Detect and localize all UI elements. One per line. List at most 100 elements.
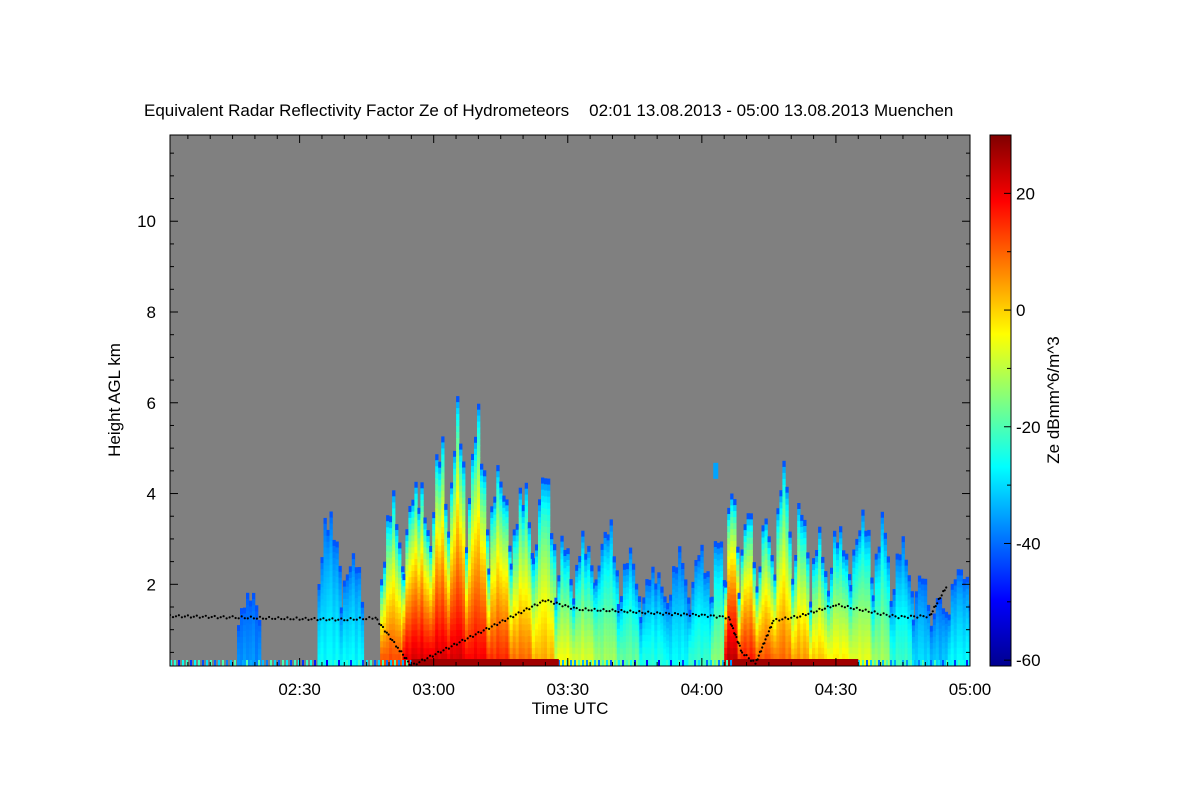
ground-clutter-cell: [178, 660, 180, 666]
echo-cell: [432, 541, 436, 549]
echo-cell: [914, 628, 919, 636]
echo-cell: [773, 641, 777, 649]
echo-cell: [435, 587, 439, 594]
echo-cell: [581, 571, 585, 579]
echo-cell: [935, 616, 940, 624]
echo-cell: [505, 648, 509, 655]
cloud-base-point: [656, 611, 659, 614]
echo-cell: [877, 564, 881, 572]
echo-cell: [462, 635, 466, 643]
echo-cell: [684, 653, 688, 661]
echo-cell: [815, 617, 819, 624]
echo-cell: [557, 611, 561, 619]
echo-cell: [459, 539, 463, 547]
cloud-base-point: [812, 611, 816, 614]
echo-cell: [563, 598, 567, 606]
echo-cell: [395, 541, 399, 549]
echo-cell: [797, 533, 801, 540]
echo-cell: [800, 520, 804, 528]
echo-cell: [852, 616, 856, 624]
cloud-base-point: [426, 657, 429, 660]
echo-cell: [351, 636, 356, 643]
ground-clutter-cell: [918, 660, 920, 666]
echo-cell: [512, 529, 516, 536]
echo-cell: [518, 541, 522, 548]
echo-cell: [953, 641, 957, 648]
echo-cell: [864, 636, 868, 644]
echo-cell: [392, 635, 396, 643]
echo-cell: [733, 540, 737, 548]
echo-cell: [713, 606, 718, 613]
echo-cell: [345, 635, 350, 643]
echo-cell: [342, 653, 347, 661]
echo-cell: [438, 575, 442, 583]
echo-cell: [880, 571, 884, 578]
echo-cell: [788, 562, 792, 569]
echo-cell: [402, 629, 406, 636]
echo-cell: [518, 499, 522, 507]
cloud-base-point: [739, 649, 743, 652]
echo-cell: [432, 518, 436, 525]
echo-cell: [550, 599, 554, 607]
echo-cell: [389, 534, 393, 541]
echo-cell: [864, 542, 868, 549]
echo-cell: [818, 635, 822, 643]
echo-cell: [538, 654, 542, 661]
echo-cell: [414, 505, 418, 512]
echo-cell: [849, 603, 853, 611]
echo-cell: [429, 594, 433, 601]
echo-cell: [794, 566, 798, 574]
echo-cell: [532, 558, 536, 565]
echo-cell: [833, 554, 837, 561]
echo-cell: [527, 654, 531, 661]
echo-cell: [926, 659, 931, 666]
ground-clutter-cell: [326, 660, 328, 666]
echo-cell: [743, 530, 747, 537]
echo-cell: [622, 654, 627, 661]
echo-cell: [554, 616, 558, 624]
echo-cell: [499, 582, 503, 590]
cloud-base-point: [644, 612, 647, 615]
echo-cell: [923, 584, 928, 591]
echo-cell: [929, 637, 934, 644]
echo-cell: [910, 591, 914, 598]
echo-cell: [462, 521, 466, 529]
cloud-base-point: [790, 616, 793, 619]
echo-cell: [968, 659, 970, 666]
echo-cell: [842, 550, 846, 557]
echo-cell: [889, 618, 893, 626]
cloud-base-point: [629, 609, 632, 612]
echo-cell: [335, 654, 339, 661]
cloud-base-point: [362, 618, 365, 621]
echo-cell: [518, 535, 522, 542]
echo-cell: [521, 576, 525, 584]
echo-cell: [785, 510, 789, 518]
echo-cell: [880, 529, 884, 537]
echo-cell: [499, 642, 503, 649]
echo-cell: [477, 636, 481, 643]
echo-cell: [821, 623, 825, 631]
echo-cell: [914, 622, 919, 630]
echo-cell: [901, 553, 905, 561]
echo-cell: [836, 595, 840, 602]
echo-cell: [320, 635, 324, 643]
echo-cell: [849, 585, 853, 592]
cloud-base-point: [189, 616, 192, 619]
echo-cell: [672, 619, 676, 626]
echo-cell: [895, 565, 899, 572]
echo-cell: [594, 585, 598, 593]
echo-cell: [459, 629, 463, 637]
echo-cell: [326, 618, 330, 626]
echo-cell: [710, 660, 715, 666]
echo-cell: [874, 583, 878, 590]
echo-cell: [417, 580, 421, 588]
echo-cell: [895, 606, 899, 614]
echo-cell: [512, 618, 516, 625]
echo-cell: [569, 610, 573, 617]
echo-cell: [594, 604, 598, 611]
cloud-base-point: [228, 616, 231, 619]
echo-cell: [505, 523, 509, 530]
echo-cell: [521, 529, 525, 536]
echo-cell: [791, 642, 795, 650]
echo-cell: [800, 629, 804, 637]
